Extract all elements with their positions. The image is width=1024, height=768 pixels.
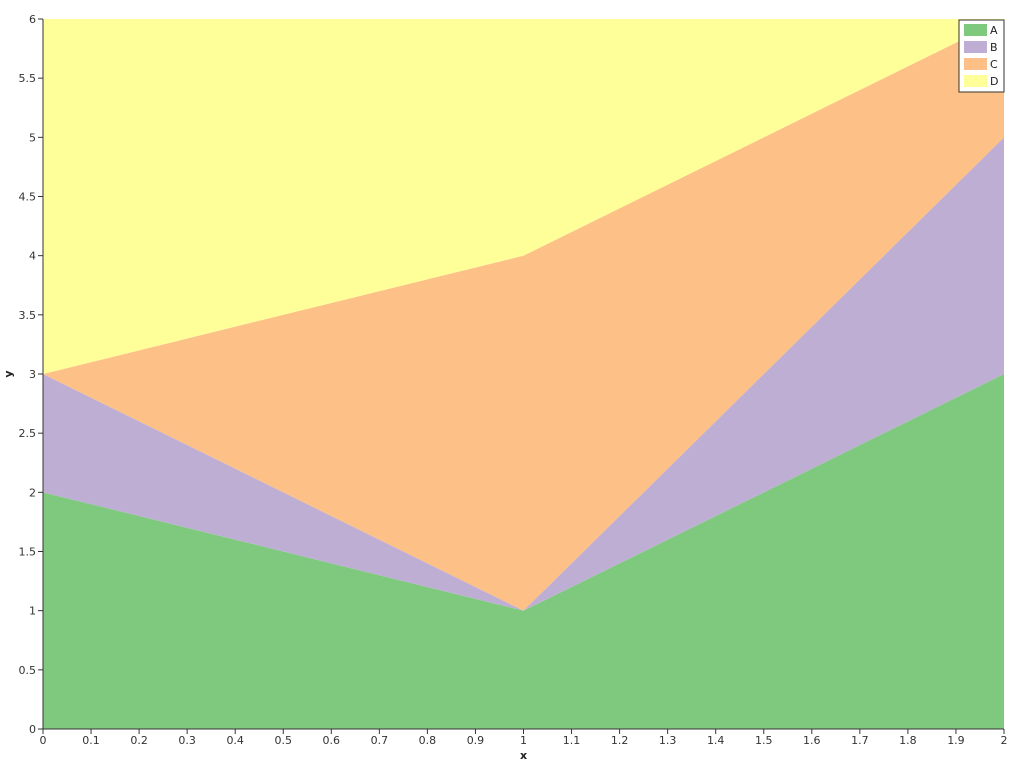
x-tick-label: 1.4 xyxy=(707,734,725,747)
x-tick-label: 0.3 xyxy=(178,734,196,747)
x-tick-label: 1.5 xyxy=(755,734,773,747)
legend-swatch-d xyxy=(964,75,987,87)
x-tick-label: 0 xyxy=(40,734,47,747)
y-tick-label: 3.5 xyxy=(19,309,37,322)
x-tick-label: 0.5 xyxy=(275,734,293,747)
y-tick-label: 4.5 xyxy=(19,191,37,204)
y-axis-label: y xyxy=(2,370,15,377)
x-tick-label: 0.6 xyxy=(323,734,341,747)
x-tick-label: 1.8 xyxy=(899,734,917,747)
axes: 0 0.1 0.2 0.3 0.4 0.5 0.6 0.7 0.8 0.9 1 1.1 1.2 1.3 1.… xyxy=(19,13,1008,747)
y-tick-label: 1.5 xyxy=(19,546,37,559)
legend-label-b: B xyxy=(990,41,998,54)
x-tick-label: 0.9 xyxy=(467,734,485,747)
x-tick-label: 0.4 xyxy=(226,734,244,747)
x-axis-label: x xyxy=(520,749,527,762)
legend-label-a: A xyxy=(990,24,998,37)
x-tick-label: 1 xyxy=(520,734,527,747)
y-tick-label: 5 xyxy=(29,131,36,144)
x-tick-label: 0.1 xyxy=(82,734,100,747)
x-tick-label: 1.1 xyxy=(563,734,581,747)
x-tick-label: 0.2 xyxy=(130,734,148,747)
legend-swatch-b xyxy=(964,41,987,53)
y-tick-label: 0.5 xyxy=(19,664,37,677)
area-series-d xyxy=(43,19,1004,374)
x-tick-label: 1.9 xyxy=(947,734,965,747)
x-tick-label: 2 xyxy=(1001,734,1008,747)
y-tick-label: 6 xyxy=(29,13,36,26)
y-ticks: 0 0.5 1 1.5 2 2.5 3 3.5 4 4.5 5 5.5 6 xyxy=(19,13,43,736)
y-tick-label: 4 xyxy=(29,250,36,263)
y-tick-label: 3 xyxy=(29,368,36,381)
y-tick-label: 5.5 xyxy=(19,72,37,85)
area-series-b xyxy=(43,137,1004,611)
area-series-a xyxy=(43,374,1004,729)
y-tick-label: 2.5 xyxy=(19,427,37,440)
area-series-c xyxy=(43,19,1004,611)
x-tick-label: 0.7 xyxy=(371,734,389,747)
x-tick-label: 1.7 xyxy=(851,734,869,747)
y-tick-label: 2 xyxy=(29,486,36,499)
x-tick-label: 0.8 xyxy=(419,734,437,747)
y-tick-label: 0 xyxy=(29,723,36,736)
legend-label-d: D xyxy=(990,75,998,88)
legend-swatch-a xyxy=(964,24,987,36)
x-tick-label: 1.2 xyxy=(611,734,629,747)
legend-swatch-c xyxy=(964,58,987,70)
x-tick-label: 1.3 xyxy=(659,734,677,747)
y-tick-label: 1 xyxy=(29,605,36,618)
x-ticks: 0 0.1 0.2 0.3 0.4 0.5 0.6 0.7 0.8 0.9 1 1.1 1.2 1.3 1.… xyxy=(40,729,1008,747)
x-tick-label: 1.6 xyxy=(803,734,821,747)
legend-label-c: C xyxy=(990,58,998,71)
area-series-group xyxy=(43,19,1004,729)
